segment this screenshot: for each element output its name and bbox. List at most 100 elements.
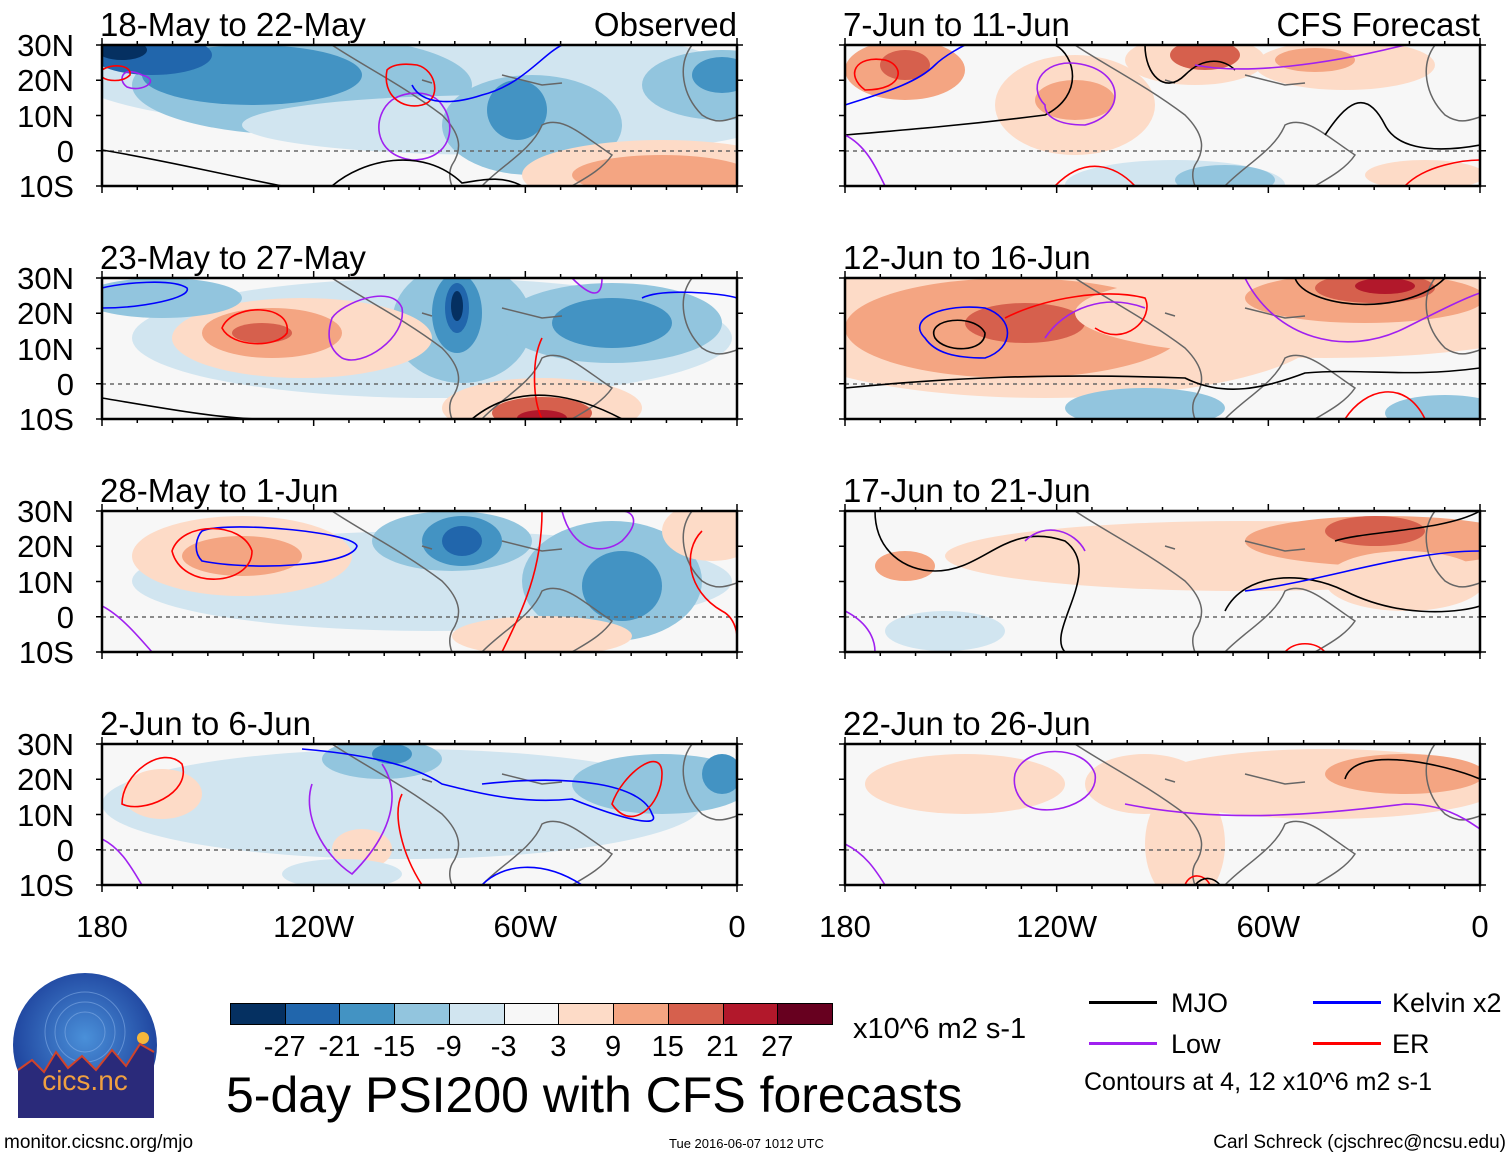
wave-contour xyxy=(102,281,188,309)
wave-contour xyxy=(102,149,283,186)
lat-label: 0 xyxy=(56,133,74,169)
psi-shading xyxy=(1325,551,1480,611)
colorbar-swatch xyxy=(777,1003,833,1025)
panel-title: 17-Jun to 21-Jun xyxy=(843,472,1091,509)
wave-contour xyxy=(471,394,623,419)
wave-contour xyxy=(397,793,423,885)
colorbar-label: 27 xyxy=(761,1031,794,1063)
lat-label: 20N xyxy=(17,63,74,99)
lat-label: 30N xyxy=(17,261,74,296)
cics-logo: cics.nc xyxy=(12,972,158,1118)
psi-shading xyxy=(662,511,737,561)
map-panel xyxy=(839,38,1486,193)
lat-label: 20N xyxy=(17,296,74,332)
psi-shading xyxy=(232,323,292,343)
colorbar-swatch xyxy=(284,1003,341,1025)
psi-shading xyxy=(452,616,632,652)
colorbar-swatch xyxy=(394,1003,450,1025)
legend-er: ER xyxy=(1392,1029,1430,1059)
lat-label: 10S xyxy=(18,402,74,437)
psi-shading xyxy=(702,754,737,794)
wave-contour xyxy=(1244,278,1480,343)
wave-contour xyxy=(932,319,986,350)
psi-shading xyxy=(552,298,672,348)
wave-contour xyxy=(611,760,663,818)
coastline xyxy=(331,278,737,419)
lat-label: 0 xyxy=(56,832,74,868)
wave-contour xyxy=(1194,877,1221,885)
colorbar-swatch xyxy=(448,1003,505,1025)
psi-shading xyxy=(572,155,737,186)
map-panel xyxy=(839,504,1486,659)
lon-label: 0 xyxy=(728,909,746,944)
psi-shading xyxy=(1175,165,1275,186)
wave-contour xyxy=(411,45,563,103)
wave-contour xyxy=(845,134,886,186)
psi-shading xyxy=(102,45,147,60)
wave-contour xyxy=(845,610,876,652)
psi-shading xyxy=(517,410,567,419)
wave-contour xyxy=(571,278,603,294)
psi-shading xyxy=(451,291,463,321)
map-panel xyxy=(96,504,743,659)
wave-contour xyxy=(1244,550,1480,592)
legend-low-line xyxy=(1089,1042,1157,1045)
colorbar-label: 3 xyxy=(550,1031,567,1063)
psi-shading xyxy=(1275,48,1355,72)
colorbar-swatch xyxy=(613,1003,669,1025)
colorbar-label: -9 xyxy=(436,1031,462,1063)
wave-contour xyxy=(845,843,886,885)
panel-title: 23-May to 27-May xyxy=(100,239,366,276)
panel-title: 18-May to 22-May xyxy=(100,6,366,43)
wave-contour xyxy=(121,70,152,90)
wave-contour xyxy=(221,309,288,345)
wave-contour xyxy=(171,527,253,580)
wave-contour xyxy=(1344,758,1480,780)
wave-contour xyxy=(1404,159,1480,186)
colorbar-label: 15 xyxy=(651,1031,684,1063)
lat-label: 10N xyxy=(17,797,74,833)
lon-label: 120W xyxy=(273,909,355,944)
footer-url[interactable]: monitor.cicsnc.org/mjo xyxy=(4,1132,194,1153)
colorbar-swatch xyxy=(558,1003,615,1025)
wave-contour xyxy=(1284,642,1326,652)
wave-contour xyxy=(845,45,966,106)
coastline xyxy=(1074,511,1480,652)
wave-contour xyxy=(308,763,393,876)
wave-contour xyxy=(1294,278,1446,306)
psi-shading xyxy=(487,80,547,140)
colorbar-label: 21 xyxy=(706,1031,739,1063)
wave-contour xyxy=(102,838,143,885)
psi-shading xyxy=(880,50,930,80)
lat-label: 10N xyxy=(17,564,74,600)
legend-kelvin: Kelvin x2 xyxy=(1392,988,1502,1018)
colorbar-swatch xyxy=(230,1003,286,1025)
wave-contour xyxy=(301,748,655,822)
wave-contour xyxy=(481,866,583,885)
colorbar-swatch xyxy=(339,1003,396,1025)
psi-shading xyxy=(582,551,662,621)
psi-shading xyxy=(692,57,737,93)
psi-shading xyxy=(1035,80,1115,120)
psi-shading xyxy=(1355,278,1415,294)
wave-contour xyxy=(1013,750,1096,811)
panel-title: 2-Jun to 6-Jun xyxy=(100,705,311,742)
lon-label: 180 xyxy=(76,909,128,944)
psi-shading xyxy=(1385,395,1480,419)
coastline xyxy=(331,45,737,186)
wave-contour xyxy=(1324,101,1480,150)
map-panel xyxy=(96,38,743,193)
wave-contour xyxy=(1124,803,1480,830)
coastline xyxy=(1074,278,1480,419)
psi-shading xyxy=(875,551,935,581)
psi-shading xyxy=(1325,754,1480,794)
lat-label: 10N xyxy=(17,98,74,134)
psi-shading xyxy=(122,769,202,819)
wave-contour xyxy=(1334,511,1480,542)
colorbar-swatch xyxy=(503,1003,560,1025)
wave-contour xyxy=(385,63,436,107)
wave-contour xyxy=(533,337,543,419)
wave-contour xyxy=(195,526,358,567)
lat-label: 30N xyxy=(17,727,74,762)
psi-shading xyxy=(1325,516,1425,546)
